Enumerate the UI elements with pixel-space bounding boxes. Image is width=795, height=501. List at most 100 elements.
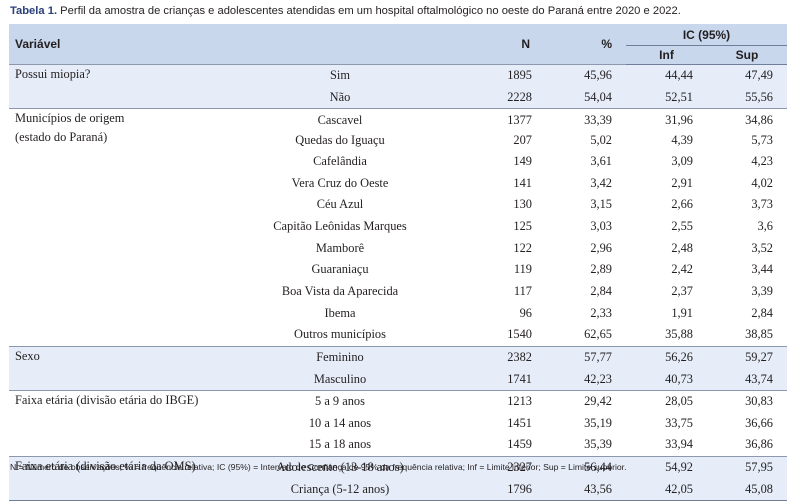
table-row: Sexo Feminino 2382 57,77 56,26 59,27 <box>9 345 787 369</box>
ic-inf-cell: 3,09 <box>671 153 693 168</box>
header-category <box>217 24 463 65</box>
group-label: Faixa etária (divisão etária da OMS) <box>9 455 217 479</box>
ic-sup-cell: 43,74 <box>707 368 787 391</box>
group-label-continued: (estado do Paraná) <box>15 129 108 144</box>
ic-sup-cell: 36,86 <box>745 437 773 452</box>
header-inf: Inf <box>626 45 707 65</box>
category-cell: Guaraniaçu <box>311 262 369 277</box>
ic-inf-cell: 4,39 <box>671 133 693 148</box>
pct-cell: 62,65 <box>584 327 612 342</box>
pct-cell: 3,15 <box>590 197 612 212</box>
ic-sup-cell: 55,56 <box>707 86 787 109</box>
pct-cell: 42,23 <box>546 368 626 391</box>
category-cell: Cascavel <box>217 108 463 131</box>
n-cell: 1540 <box>507 327 532 342</box>
pct-cell: 43,56 <box>546 478 626 501</box>
category-cell: Ibema <box>324 305 356 320</box>
pct-cell: 2,96 <box>590 240 612 255</box>
pct-cell: 5,02 <box>590 133 612 148</box>
n-cell: 1459 <box>507 437 532 452</box>
category-cell: 10 a 14 anos <box>308 415 372 430</box>
table-caption-label: Tabela 1. <box>10 5 58 17</box>
category-cell: Masculino <box>217 368 463 391</box>
ic-inf-cell: 56,26 <box>626 345 707 369</box>
n-cell: 119 <box>513 262 532 277</box>
ic-sup-cell: 3,52 <box>751 240 773 255</box>
table-row: Municípios de origem Cascavel 1377 33,39 31,… <box>9 108 787 131</box>
n-cell: 1213 <box>463 389 546 413</box>
category-cell: Boa Vista da Aparecida <box>281 283 399 298</box>
table-row: Vera Cruz do Oeste 141 3,42 2,91 4,02 <box>9 172 787 194</box>
group-label: Faixa etária (divisão etária do IBGE) <box>9 389 217 413</box>
table-caption-text: Perfil da amostra de crianças e adolesce… <box>57 5 681 17</box>
n-cell: 1741 <box>463 368 546 391</box>
ic-sup-cell: 36,66 <box>745 415 773 430</box>
group-label-empty <box>9 324 217 346</box>
group-label-empty <box>9 434 217 456</box>
group-label-empty <box>9 478 217 501</box>
pct-cell: 33,39 <box>546 108 626 131</box>
table-row: Céu Azul 130 3,15 2,66 3,73 <box>9 194 787 216</box>
pct-cell: 57,77 <box>546 345 626 369</box>
pct-cell: 2,33 <box>590 305 612 320</box>
pct-cell: 3,61 <box>590 153 612 168</box>
pct-cell: 35,39 <box>584 437 612 452</box>
group-label-empty <box>9 368 217 391</box>
n-cell: 1377 <box>463 108 546 131</box>
table-row: Cafelândia 149 3,61 3,09 4,23 <box>9 151 787 173</box>
n-cell: 2228 <box>463 86 546 109</box>
group-label-empty <box>9 216 217 238</box>
table-row: Boa Vista da Aparecida 117 2,84 2,37 3,39 <box>9 281 787 303</box>
group-label-empty <box>9 259 217 281</box>
ic-inf-cell: 40,73 <box>626 368 707 391</box>
ic-sup-cell: 45,08 <box>707 478 787 501</box>
pct-cell: 45,96 <box>546 63 626 87</box>
ic-inf-cell: 33,94 <box>665 437 693 452</box>
n-cell: 1895 <box>463 63 546 87</box>
ic-inf-cell: 42,05 <box>626 478 707 501</box>
category-cell: 15 a 18 anos <box>308 437 372 452</box>
table-caption: Tabela 1. Perfil da amostra de crianças … <box>10 4 790 18</box>
category-cell: Feminino <box>217 345 463 369</box>
ic-sup-cell: 34,86 <box>707 108 787 131</box>
table-row: Não 2228 54,04 52,51 55,56 <box>9 86 787 109</box>
pct-cell: 54,04 <box>546 86 626 109</box>
n-cell: 141 <box>513 175 532 190</box>
category-cell: Vera Cruz do Oeste <box>291 175 389 190</box>
group-label-empty <box>9 151 217 173</box>
category-cell: Não <box>217 86 463 109</box>
category-cell: Mamborê <box>315 240 365 255</box>
group-label-empty <box>9 194 217 216</box>
pct-cell: 2,89 <box>590 262 612 277</box>
ic-sup-cell: 30,83 <box>707 389 787 413</box>
n-cell: 117 <box>513 283 532 298</box>
n-cell: 130 <box>513 197 532 212</box>
table-row: Masculino 1741 42,23 40,73 43,74 <box>9 368 787 391</box>
ic-inf-cell: 1,91 <box>671 305 693 320</box>
pct-cell: 3,03 <box>590 218 612 233</box>
group-label-empty <box>9 413 217 435</box>
ic-inf-cell: 31,96 <box>626 108 707 131</box>
table-row: Possui miopia? Sim 1895 45,96 44,44 47,49 <box>9 63 787 87</box>
header-sup: Sup <box>707 45 787 65</box>
table-header: Variável N % IC (95%) Inf Sup <box>9 24 787 65</box>
n-cell: 2382 <box>463 345 546 369</box>
n-cell: 1796 <box>463 478 546 501</box>
ic-inf-cell: 54,92 <box>626 455 707 479</box>
ic-inf-cell: 35,88 <box>665 327 693 342</box>
ic-sup-cell: 47,49 <box>707 63 787 87</box>
table-row: 15 a 18 anos 1459 35,39 33,94 36,86 <box>9 434 787 456</box>
ic-inf-cell: 2,55 <box>671 218 693 233</box>
pct-cell: 35,19 <box>584 415 612 430</box>
pct-cell: 56,44 <box>546 455 626 479</box>
ic-sup-cell: 3,6 <box>757 218 774 233</box>
table-row: (estado do Paraná) Quedas do Iguaçu 207 5,0… <box>9 131 787 151</box>
category-cell: Capitão Leônidas Marques <box>273 218 407 233</box>
pct-cell: 3,42 <box>590 175 612 190</box>
ic-inf-cell: 2,48 <box>671 240 693 255</box>
group-label: Municípios de origem <box>9 108 217 131</box>
header-pct: % <box>546 24 626 65</box>
category-cell: Criança (5-12 anos) <box>217 478 463 501</box>
data-table: Variável N % IC (95%) Inf Sup Possui mio… <box>9 24 787 501</box>
ic-sup-cell: 5,73 <box>751 133 773 148</box>
